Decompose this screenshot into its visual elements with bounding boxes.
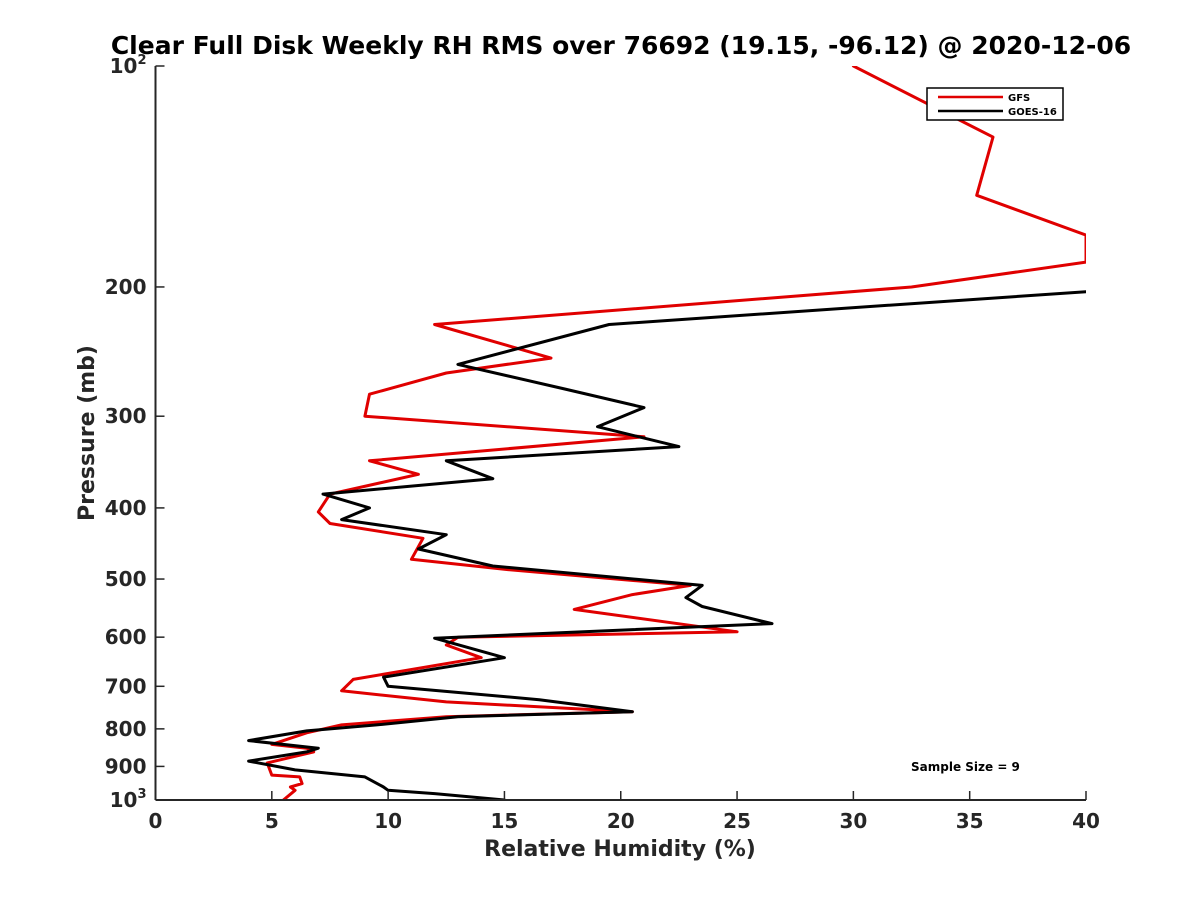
y-tick-label: 400: [105, 496, 147, 520]
x-tick-label: 40: [1072, 809, 1100, 833]
sample-size-annotation: Sample Size = 9: [911, 760, 1020, 774]
y-tick-label: 300: [105, 404, 147, 428]
x-axis-ticks: 0 5 10 15 20 25 30 35 40: [149, 791, 1100, 833]
x-tick-label: 0: [149, 809, 163, 833]
y-axis-label: Pressure (mb): [75, 345, 100, 521]
y-tick-label: 900: [105, 754, 147, 778]
x-tick-label: 30: [839, 809, 867, 833]
y-tick-label: 102: [110, 53, 147, 78]
y-tick-label: 500: [105, 567, 147, 591]
x-tick-label: 10: [374, 809, 402, 833]
y-tick-label: 800: [105, 717, 147, 741]
y-tick-label: 200: [105, 275, 147, 299]
x-tick-label: 5: [265, 809, 279, 833]
y-tick-label: 600: [105, 625, 147, 649]
y-axis-ticks: 102 200 300 400 500 600 700 800 900 103: [105, 53, 165, 812]
legend-label-goes-16: GOES-16: [1008, 107, 1057, 118]
x-axis-label: Relative Humidity (%): [484, 837, 756, 862]
chart-title: Clear Full Disk Weekly RH RMS over 76692…: [111, 31, 1131, 60]
series-layer: [247, 66, 1086, 800]
x-tick-label: 25: [723, 809, 751, 833]
y-tick-label: 103: [110, 787, 147, 812]
plot-area: 0 5 10 15 20 25 30 35 40 102 200 300 400 500 600 700 80…: [105, 53, 1100, 833]
legend-label-gfs: GFS: [1008, 93, 1030, 104]
y-tick-label: 700: [105, 674, 147, 698]
series-line-goes-16: [247, 290, 1086, 800]
legend: GFS GOES-16: [926, 87, 1064, 121]
legend-box: [926, 87, 1064, 121]
x-tick-label: 15: [491, 809, 519, 833]
x-tick-label: 35: [956, 809, 984, 833]
x-tick-label: 20: [607, 809, 635, 833]
